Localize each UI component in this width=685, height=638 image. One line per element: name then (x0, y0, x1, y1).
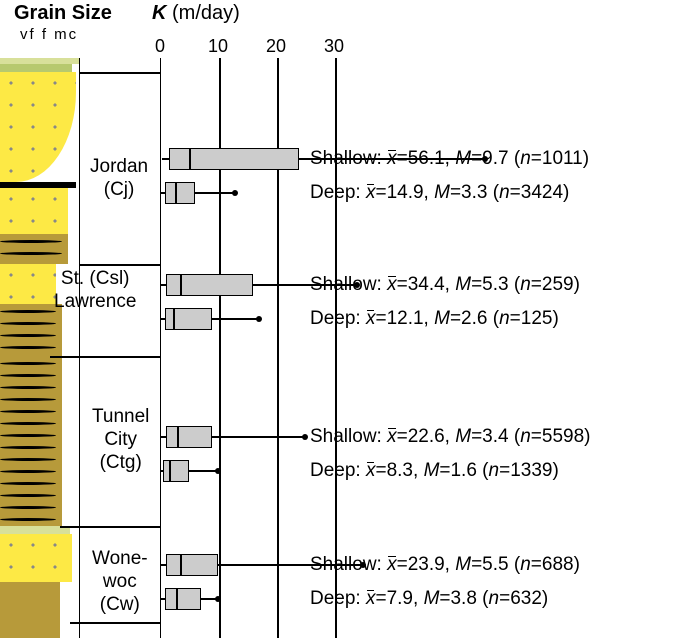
wavy-line (0, 458, 56, 461)
section-divider (50, 356, 160, 358)
box (166, 554, 218, 576)
stratigraphic-column (0, 58, 80, 638)
boxplot (160, 588, 224, 610)
median-line (177, 426, 179, 448)
box (165, 588, 201, 610)
strat-layer (0, 64, 72, 72)
strat-layer (0, 534, 72, 582)
whisker-cap (256, 316, 262, 322)
axis-tick-label: 20 (266, 36, 286, 57)
wavy-line (0, 410, 56, 413)
median-line (189, 148, 191, 170)
wavy-line (0, 334, 56, 337)
gridline (335, 58, 337, 638)
box (163, 460, 189, 482)
wavy-line (0, 252, 62, 255)
stat-label: Shallow: x=22.6, M=3.4 (n=5598) (310, 426, 590, 448)
box (165, 182, 195, 204)
section-divider (80, 264, 160, 266)
axis-tick-label: 0 (155, 36, 165, 57)
formation-label: Jordan(Cj) (90, 156, 148, 202)
wavy-line (0, 362, 56, 365)
formation-label: TunnelCity(Ctg) (92, 406, 149, 474)
whisker-cap (215, 468, 221, 474)
strat-layer (0, 356, 62, 526)
strat-layer (0, 188, 68, 234)
stat-label: Shallow: x=56.1, M=9.7 (n=1011) (310, 148, 589, 170)
median-line (180, 554, 182, 576)
wavy-line (0, 446, 56, 449)
section-divider (80, 72, 160, 74)
gridline (219, 58, 221, 638)
box (166, 274, 253, 296)
whisker-cap (302, 434, 308, 440)
boxplot (160, 460, 224, 482)
axis-tick-label: 10 (208, 36, 228, 57)
wavy-line (0, 310, 56, 313)
boxplot (160, 426, 311, 448)
box (165, 308, 213, 330)
wavy-line (0, 506, 56, 509)
stat-label: Deep: x=8.3, M=1.6 (n=1339) (310, 460, 559, 482)
wavy-line (0, 398, 56, 401)
wavy-line (0, 518, 56, 521)
wavy-line (0, 482, 56, 485)
wavy-line (0, 322, 56, 325)
median-line (180, 274, 182, 296)
section-divider (60, 526, 160, 528)
median-line (176, 588, 178, 610)
boxplot (160, 182, 241, 204)
k-axis-label: K (m/day) (152, 2, 240, 25)
median-line (173, 308, 175, 330)
strat-layer (0, 234, 68, 264)
median-line (175, 182, 177, 204)
wavy-line (0, 470, 56, 473)
strat-layer (0, 72, 76, 182)
stat-label: Shallow: x=23.9, M=5.5 (n=688) (310, 554, 580, 576)
median-line (169, 460, 171, 482)
section-divider (70, 622, 160, 624)
strat-layer (0, 264, 56, 304)
wavy-line (0, 422, 56, 425)
wavy-line (0, 240, 62, 243)
wavy-line (0, 346, 56, 349)
box (166, 426, 212, 448)
whisker-cap (232, 190, 238, 196)
grain-ticks: vf f mc (20, 26, 78, 43)
formation-label: Wone-woc(Cw) (92, 548, 148, 616)
axis-tick-label: 30 (324, 36, 344, 57)
wavy-line (0, 386, 56, 389)
stat-label: Shallow: x=34.4, M=5.3 (n=259) (310, 274, 580, 296)
wavy-line (0, 374, 56, 377)
stat-label: Deep: x=12.1, M=2.6 (n=125) (310, 308, 559, 330)
stat-label: Deep: x=7.9, M=3.8 (n=632) (310, 588, 548, 610)
boxplot (160, 308, 265, 330)
whisker-cap (215, 596, 221, 602)
stat-label: Deep: x=14.9, M=3.3 (n=3424) (310, 182, 569, 204)
strat-layer (0, 582, 60, 638)
formation-label: St. (Csl)Lawrence (54, 268, 136, 314)
wavy-line (0, 434, 56, 437)
grain-size-label: Grain Size (14, 2, 112, 25)
wavy-line (0, 494, 56, 497)
gridline (277, 58, 279, 638)
chart-header: Grain Size vf f mc K (m/day) 0 10 20 30 (0, 0, 685, 60)
chart-area (160, 58, 680, 638)
